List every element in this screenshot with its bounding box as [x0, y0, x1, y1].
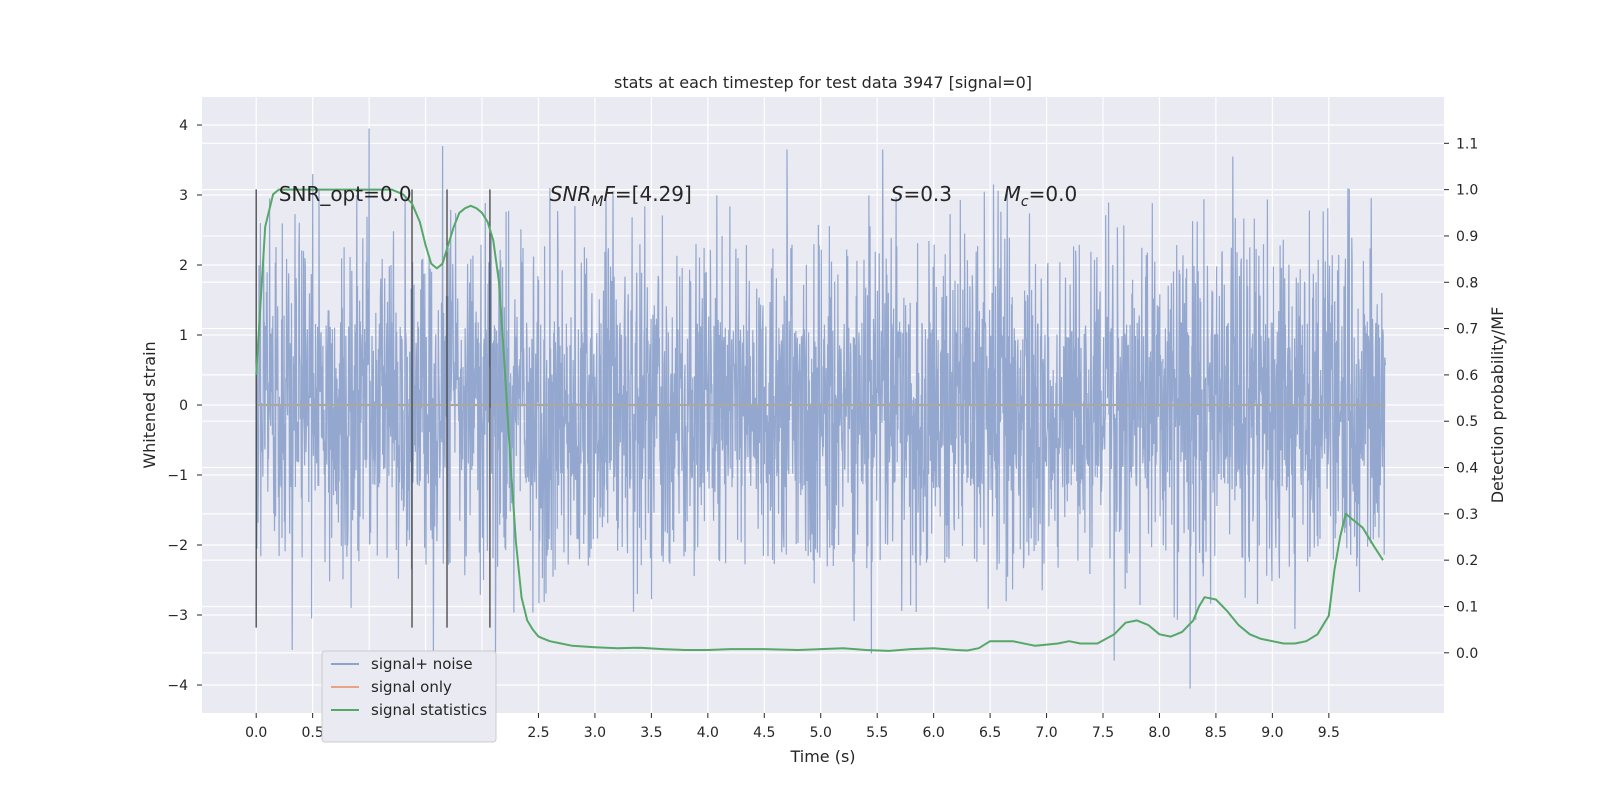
annotation-3: Mc=0.0 — [1004, 182, 1078, 210]
y-axis-label: Whitened strain — [140, 341, 159, 468]
x-tick-label: 3.5 — [640, 725, 662, 741]
x-tick-label: 4.5 — [753, 725, 775, 741]
y-tick-label: 1 — [179, 328, 188, 344]
x-tick-label: 6.0 — [923, 725, 945, 741]
x-tick-label: 6.5 — [979, 725, 1001, 741]
y-tick-label: −3 — [167, 608, 188, 624]
y2-tick-label: 1.1 — [1456, 136, 1478, 152]
y-tick-label: 4 — [179, 118, 188, 134]
y-tick-label: −1 — [167, 468, 188, 484]
x-tick-label: 4.0 — [697, 725, 719, 741]
series-signal-noise — [255, 128, 1386, 689]
x-tick-label: 9.0 — [1261, 725, 1283, 741]
y-tick-label: 0 — [179, 398, 188, 414]
signal-statistics-line — [255, 188, 1384, 652]
annotation-2: S=0.3 — [891, 182, 952, 206]
y-tick-label: 2 — [179, 258, 188, 274]
y-tick-label: −4 — [167, 678, 188, 694]
x-tick-label: 7.5 — [1092, 725, 1114, 741]
y2-tick-label: 0.4 — [1456, 461, 1478, 477]
y2-tick-label: 0.6 — [1456, 368, 1478, 384]
legend-box — [321, 650, 497, 743]
x-tick-label: 0.5 — [302, 725, 324, 741]
legend-label-signal-only: signal only — [371, 678, 452, 696]
legend-label-signal-statistics: signal statistics — [371, 701, 487, 719]
annotation-1: SNRMF=[4.29] — [550, 182, 692, 210]
legend-label-signal-noise: signal+ noise — [371, 655, 473, 673]
x-tick-label: 7.0 — [1035, 725, 1057, 741]
y2-tick-label: 0.5 — [1456, 414, 1478, 430]
annotation-0: SNR_opt=0.0 — [279, 182, 412, 206]
series-signal-statistics — [255, 188, 1384, 652]
x-tick-label: 9.5 — [1318, 725, 1340, 741]
legend: signal+ noise signal only signal statist… — [321, 650, 497, 743]
x-tick-label: 5.5 — [866, 725, 888, 741]
x-axis-label: Time (s) — [789, 747, 855, 766]
x-tick-label: 2.5 — [527, 725, 549, 741]
y2-tick-label: 1.0 — [1456, 183, 1478, 199]
y2-tick-label: 0.0 — [1456, 646, 1478, 662]
y2-tick-label: 0.7 — [1456, 322, 1478, 338]
signal-noise-line — [255, 128, 1386, 689]
x-tick-label: 3.0 — [584, 725, 606, 741]
x-tick-label: 8.0 — [1148, 725, 1170, 741]
y2-tick-label: 0.2 — [1456, 553, 1478, 569]
x-tick-label: 8.5 — [1205, 725, 1227, 741]
y-tick-label: 3 — [179, 188, 188, 204]
y-tick-label: −2 — [167, 538, 188, 554]
x-tick-label: 0.0 — [245, 725, 267, 741]
annotations: SNR_opt=0.0 SNRMF=[4.29] S=0.3 Mc=0.0 — [279, 182, 1077, 210]
x-tick-label: 5.0 — [810, 725, 832, 741]
chart-title: stats at each timestep for test data 394… — [614, 73, 1032, 92]
vertical-markers — [255, 189, 491, 628]
y2-tick-label: 0.9 — [1456, 229, 1478, 245]
y2-tick-label: 0.1 — [1456, 599, 1478, 615]
y2-tick-label: 0.3 — [1456, 507, 1478, 523]
y2-axis-label: Detection probability/MF — [1488, 307, 1507, 504]
y2-tick-label: 0.8 — [1456, 275, 1478, 291]
